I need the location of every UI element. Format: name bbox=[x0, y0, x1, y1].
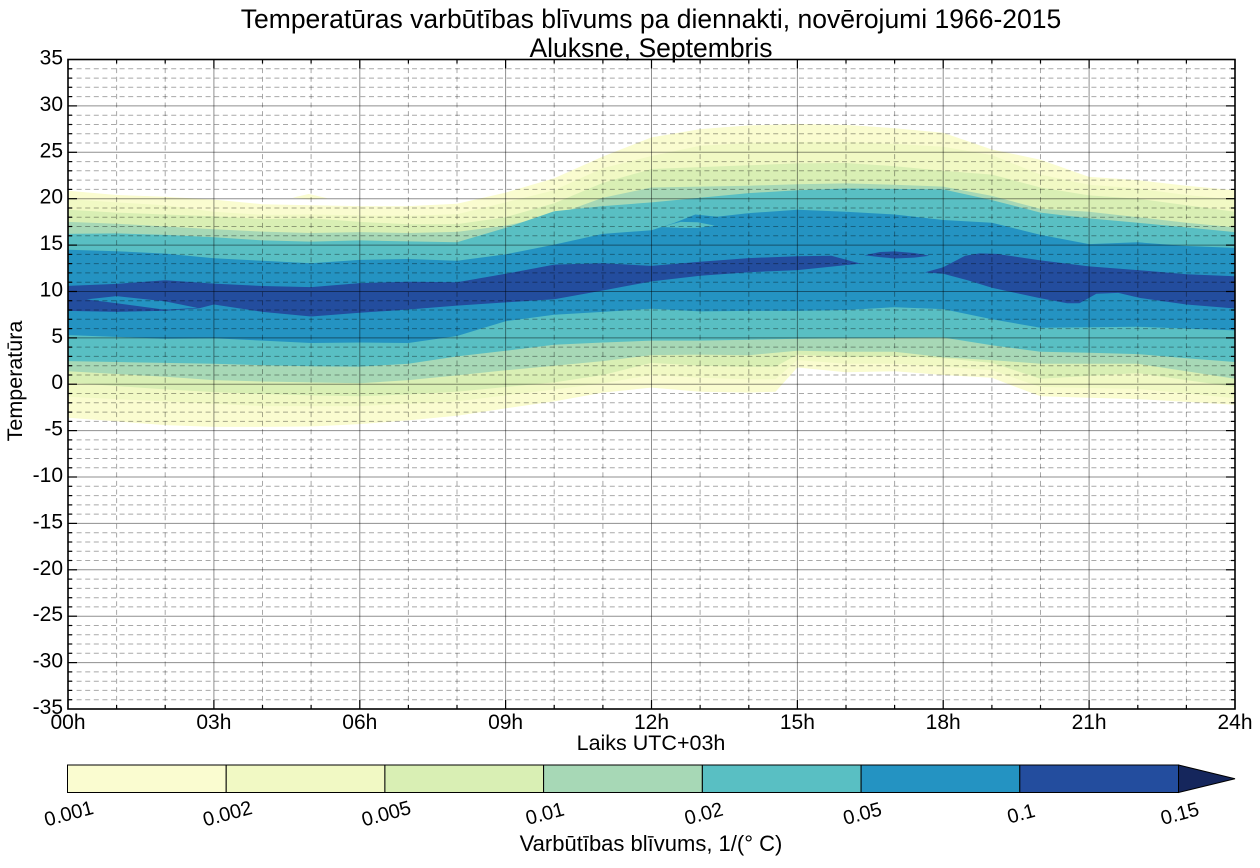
svg-text:03h: 03h bbox=[196, 711, 231, 734]
svg-text:-15: -15 bbox=[33, 510, 63, 533]
svg-text:-30: -30 bbox=[33, 650, 63, 673]
svg-text:15h: 15h bbox=[780, 711, 815, 734]
svg-text:Aluksne, Septembris: Aluksne, Septembris bbox=[529, 33, 772, 63]
svg-text:-20: -20 bbox=[33, 557, 63, 580]
svg-text:25: 25 bbox=[40, 139, 63, 162]
svg-text:Varbūtības blīvums, 1/(° C): Varbūtības blīvums, 1/(° C) bbox=[520, 831, 783, 856]
svg-text:35: 35 bbox=[40, 47, 63, 70]
svg-text:30: 30 bbox=[40, 93, 63, 116]
svg-text:-35: -35 bbox=[33, 696, 63, 719]
svg-text:15: 15 bbox=[40, 232, 63, 255]
svg-text:-5: -5 bbox=[44, 418, 63, 441]
svg-text:-10: -10 bbox=[33, 464, 63, 487]
svg-text:20: 20 bbox=[40, 186, 63, 209]
svg-text:-25: -25 bbox=[33, 603, 63, 626]
svg-text:Laiks UTC+03h: Laiks UTC+03h bbox=[577, 731, 726, 755]
svg-text:Temperatūras varbūtības blīvum: Temperatūras varbūtības blīvums pa dienn… bbox=[241, 4, 1062, 34]
svg-text:0: 0 bbox=[51, 371, 63, 394]
svg-text:10: 10 bbox=[40, 279, 63, 302]
svg-text:12h: 12h bbox=[634, 711, 669, 734]
svg-text:00h: 00h bbox=[50, 711, 85, 734]
svg-text:5: 5 bbox=[51, 325, 63, 348]
svg-text:Temperatūra: Temperatūra bbox=[3, 321, 27, 442]
svg-text:06h: 06h bbox=[342, 711, 377, 734]
svg-text:09h: 09h bbox=[488, 711, 523, 734]
svg-text:18h: 18h bbox=[926, 711, 961, 734]
svg-text:24h: 24h bbox=[1217, 711, 1252, 734]
svg-text:21h: 21h bbox=[1072, 711, 1107, 734]
